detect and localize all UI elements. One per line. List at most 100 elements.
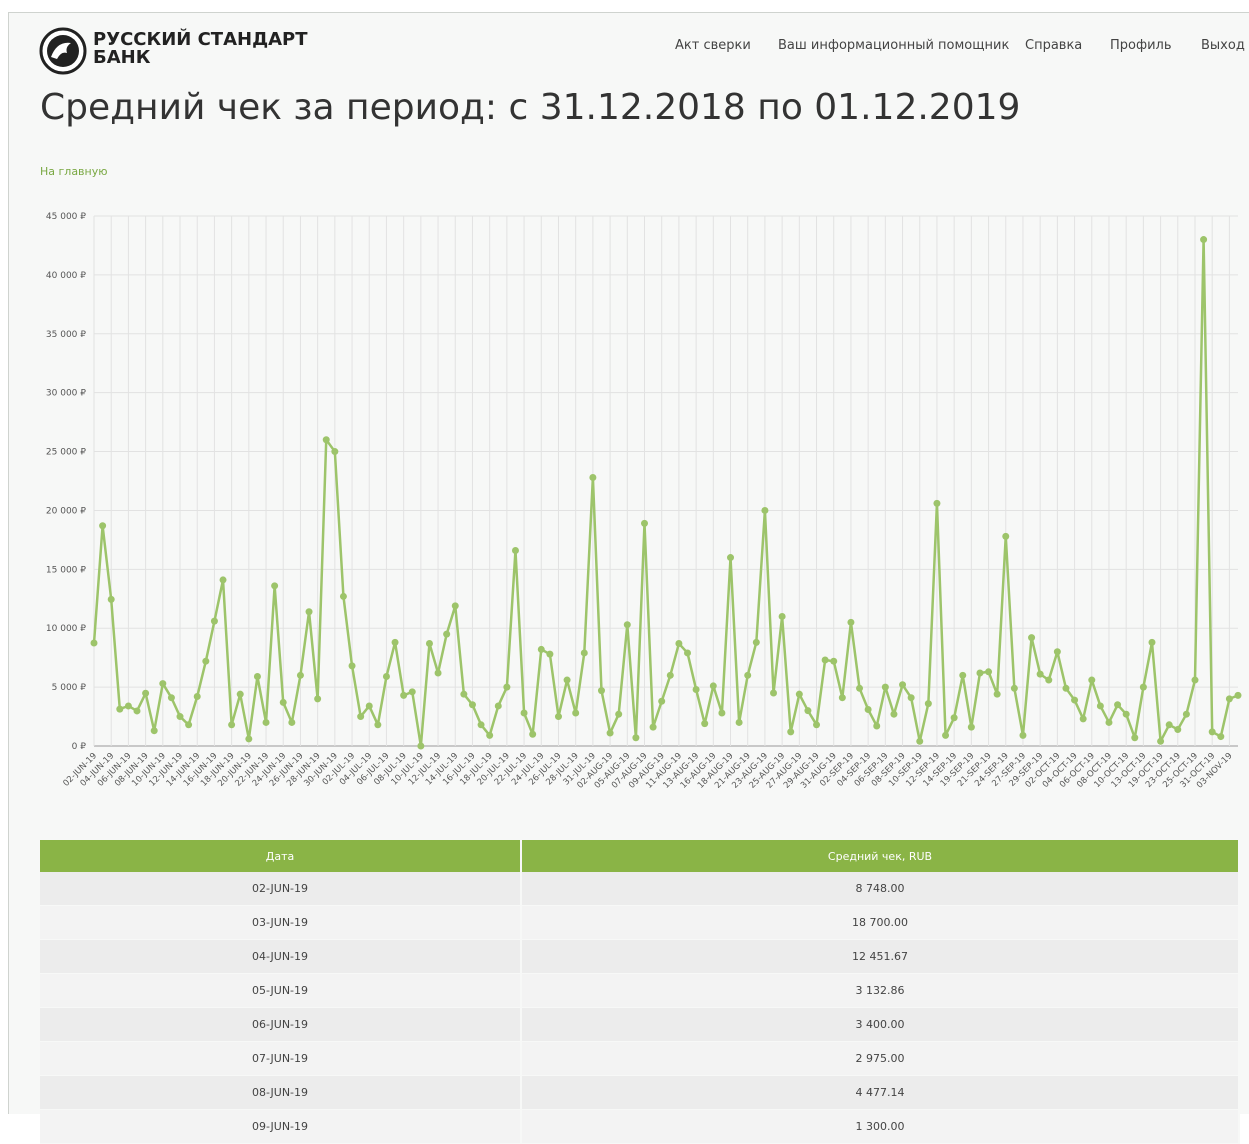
- point: [1079, 715, 1087, 723]
- table-header: Дата: [40, 840, 522, 872]
- point: [477, 721, 485, 729]
- table-cell: 3 400.00: [521, 1007, 1240, 1042]
- table-cell: 09-JUN-19: [40, 1109, 522, 1144]
- point: [314, 695, 322, 703]
- point: [993, 690, 1001, 698]
- point: [554, 713, 562, 721]
- point: [331, 448, 339, 456]
- point: [597, 687, 605, 695]
- point: [640, 519, 648, 527]
- y-tick-label: 20 000 ₽: [46, 506, 86, 516]
- point: [228, 721, 236, 729]
- page-title: Средний чек за период: с 31.12.2018 по 0…: [40, 87, 1021, 128]
- point: [546, 650, 554, 658]
- point: [778, 612, 786, 620]
- y-tick-label: 30 000 ₽: [46, 389, 86, 399]
- point: [305, 608, 313, 616]
- point: [1174, 726, 1182, 734]
- point: [202, 657, 210, 665]
- nav-link[interactable]: Профиль: [1110, 38, 1172, 53]
- point: [494, 702, 502, 710]
- point: [718, 709, 726, 717]
- point: [985, 668, 993, 676]
- nav-link[interactable]: Ваш информационный помощник: [778, 38, 1010, 53]
- logo-line: РУССКИЙ СТАНДАРТ: [93, 29, 308, 50]
- point: [864, 705, 872, 713]
- point: [245, 735, 253, 743]
- table-row: 03-JUN-19 18 700.00: [40, 905, 1240, 940]
- point: [1088, 676, 1096, 684]
- point: [167, 694, 175, 702]
- y-tick-label: 10 000 ₽: [46, 624, 86, 634]
- table-cell: 07-JUN-19: [40, 1041, 522, 1076]
- point: [1122, 710, 1130, 718]
- table-row: 07-JUN-19 2 975.00: [40, 1041, 1240, 1076]
- point: [761, 506, 769, 514]
- point: [443, 630, 451, 638]
- point: [391, 638, 399, 646]
- table-cell: 03-JUN-19: [40, 905, 522, 940]
- nav-link[interactable]: Акт сверки: [675, 38, 751, 53]
- point: [572, 709, 580, 717]
- point: [400, 691, 408, 699]
- nav-link[interactable]: Справка: [1025, 38, 1083, 53]
- point: [838, 694, 846, 702]
- point: [1071, 696, 1079, 704]
- nav-link[interactable]: Выход: [1201, 38, 1245, 53]
- point: [1010, 684, 1018, 692]
- page-root: {"logo":{"line1":"РУССКИЙ СТАНДАРТ","lin…: [8, 12, 1249, 1144]
- point: [133, 707, 141, 715]
- table-row: 09-JUN-19 1 300.00: [40, 1109, 1240, 1144]
- point: [890, 710, 898, 718]
- y-tick-label: 25 000 ₽: [46, 448, 86, 458]
- point: [924, 700, 932, 708]
- point: [658, 697, 666, 705]
- logo-icon: [39, 27, 87, 75]
- point: [357, 713, 365, 721]
- point: [451, 602, 459, 610]
- point: [899, 681, 907, 689]
- point: [873, 722, 881, 730]
- logo-text: РУССКИЙ СТАНДАРТ БАНК: [93, 31, 308, 67]
- point: [1191, 676, 1199, 684]
- point: [615, 710, 623, 718]
- point: [434, 669, 442, 677]
- point: [159, 680, 167, 688]
- y-tick-label: 45 000 ₽: [46, 212, 86, 222]
- point: [503, 683, 511, 691]
- point: [529, 730, 537, 738]
- point: [253, 673, 261, 681]
- y-tick-label: 35 000 ₽: [46, 330, 86, 340]
- point: [99, 522, 107, 530]
- point: [1157, 737, 1165, 745]
- point: [1036, 670, 1044, 678]
- point: [959, 671, 967, 679]
- y-tick-label: 40 000 ₽: [46, 271, 86, 281]
- point: [735, 718, 743, 726]
- table-cell: 06-JUN-19: [40, 1007, 522, 1042]
- point: [692, 685, 700, 693]
- point: [623, 621, 631, 629]
- point: [916, 737, 924, 745]
- table-row: 02-JUN-19 8 748.00: [40, 872, 1240, 906]
- point: [1053, 648, 1061, 656]
- point: [511, 546, 519, 554]
- point: [219, 576, 227, 584]
- point: [675, 640, 683, 648]
- point: [950, 714, 958, 722]
- point: [262, 718, 270, 726]
- table-cell: 3 132.86: [521, 973, 1240, 1008]
- point: [365, 702, 373, 710]
- table-cell: 1 300.00: [521, 1109, 1240, 1144]
- point: [1200, 236, 1208, 244]
- point: [632, 734, 640, 742]
- point: [795, 690, 803, 698]
- point: [787, 728, 795, 736]
- point: [1225, 695, 1233, 703]
- home-link[interactable]: На главную: [40, 165, 108, 178]
- point: [1028, 634, 1036, 642]
- point: [210, 617, 218, 625]
- table-cell: 12 451.67: [521, 939, 1240, 974]
- point: [804, 707, 812, 715]
- point: [1148, 638, 1156, 646]
